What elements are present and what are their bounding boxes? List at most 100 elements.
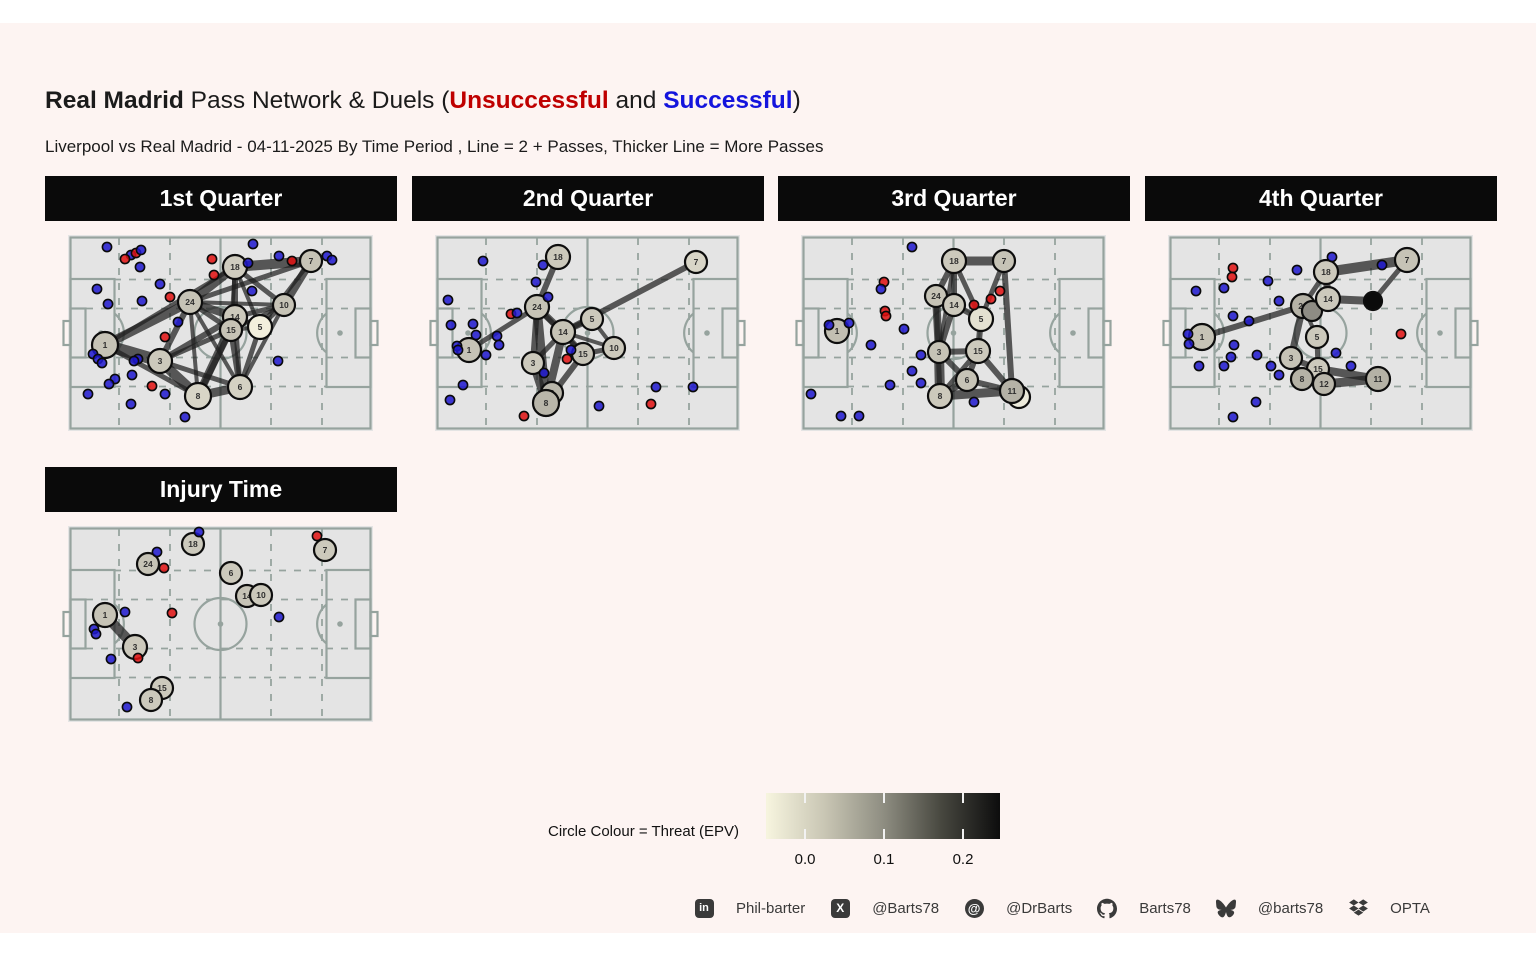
player-number: 7 [694,257,699,267]
duel-unsuccessful-dot [994,285,1006,297]
player-node [1311,371,1337,397]
duel-successful-dot [968,396,980,408]
legend-tick-mark [962,829,965,839]
duel-unsuccessful-dot [1226,271,1238,283]
player-number: 11 [1008,386,1017,396]
player-number: 14 [949,300,959,310]
duel-successful-dot [537,259,549,271]
duel-successful-dot [884,379,896,391]
footer-item: in Phil-barter [694,898,805,918]
duel-unsuccessful-dot [880,310,892,322]
duel-successful-dot [136,295,148,307]
duel-successful-dot [96,357,108,369]
footer-item: @barts78 [1215,898,1324,918]
duel-successful-dot [102,298,114,310]
duel-successful-dot [82,388,94,400]
bluesky-icon [1215,898,1236,918]
duel-successful-dot [1345,360,1357,372]
duel-unsuccessful-dot [208,269,220,281]
duel-successful-dot [103,378,115,390]
duel-successful-dot [565,344,577,356]
duel-successful-dot [101,241,113,253]
footer-handle-label: @barts78 [1257,899,1324,917]
duel-successful-dot [172,316,184,328]
player-node [91,601,119,629]
player-number: 1 [103,610,108,620]
duel-successful-dot [593,400,605,412]
player-node [138,687,164,713]
duel-successful-dot [1251,349,1263,361]
duel-successful-dot [442,294,454,306]
player-node [90,330,120,360]
duel-successful-dot [1228,339,1240,351]
player-node [271,292,297,318]
duel-successful-dot [1225,351,1237,363]
pitch-panel: Injury Time 18 7 24 6 14 10 1 3 15 8 [45,467,397,725]
chart-subtitle: Liverpool vs Real Madrid - 04-11-2025 By… [45,137,824,156]
duel-unsuccessful-dot [119,253,131,265]
player-node [1364,365,1392,393]
duel-successful-dot [326,254,338,266]
player-number: 3 [937,347,942,357]
footer-item: Barts78 [1097,898,1191,918]
duel-unsuccessful-dot [968,299,980,311]
duel-successful-dot [823,319,835,331]
player-number: 3 [531,358,536,368]
player-node [520,350,546,376]
player-number: 24 [185,297,195,307]
player-number: 15 [1313,364,1323,374]
panel-title: 1st Quarter [45,176,397,221]
player-node [544,243,572,271]
pass-line [188,300,242,389]
pass-line [188,300,200,398]
chart-canvas: Real Madrid Pass Network & Duels (Unsucc… [0,23,1536,933]
pitch-panel: 1st Quarter 24 10 18 7 14 15 5 1 3 6 8 [45,176,397,434]
duel-successful-dot [875,283,887,295]
player-node [312,537,338,563]
player-node [183,381,213,411]
pitch: 18 7 24 14 5 1 3 15 6 8 11 [795,235,1112,431]
player-node [991,248,1017,274]
player-number: 7 [323,545,328,555]
chart-title: Real Madrid Pass Network & Duels (Unsucc… [45,87,801,115]
pass-line [466,304,540,353]
player-node [967,305,995,333]
player-number: 5 [258,322,263,332]
player-number: 8 [544,398,549,408]
duel-successful-dot [1218,360,1230,372]
duel-successful-dot [247,238,259,250]
duel-successful-dot [246,285,258,297]
duel-successful-dot [1326,251,1338,263]
x-icon: X [830,898,850,918]
duel-successful-dot [125,398,137,410]
duel-successful-dot [805,388,817,400]
legend-label: Circle Colour = Threat (EPV) [548,823,740,840]
duel-successful-dot [272,355,284,367]
player-number: 18 [230,262,240,272]
footer-handle-label: Phil-barter [736,899,806,917]
player-number: 12 [1319,379,1329,389]
player-number: 5 [590,314,595,324]
player-number: 8 [149,695,154,705]
footer-item: @ @DrBarts [964,898,1072,918]
duel-successful-dot [467,318,479,330]
duel-successful-dot [898,323,910,335]
legend-tick-mark [882,793,885,803]
duel-successful-dot [470,329,482,341]
mastodon-icon: @ [964,898,984,918]
player-number: 14 [558,327,568,337]
player-node [683,249,709,275]
title-mid: Pass Network & Duels ( [183,87,450,114]
duel-unsuccessful-dot [311,530,323,542]
footer-item: X @Barts78 [830,898,939,918]
player-node [1393,246,1421,274]
duel-successful-dot [1265,360,1277,372]
player-node [1314,285,1342,313]
linkedin-icon: in [694,898,714,918]
duel-successful-dot [126,369,138,381]
player-node [1278,345,1304,371]
player-number: 6 [965,375,970,385]
player-number: 1 [1200,332,1205,342]
duel-unsuccessful-dot [159,331,171,343]
duel-unsuccessful-dot [1227,262,1239,274]
